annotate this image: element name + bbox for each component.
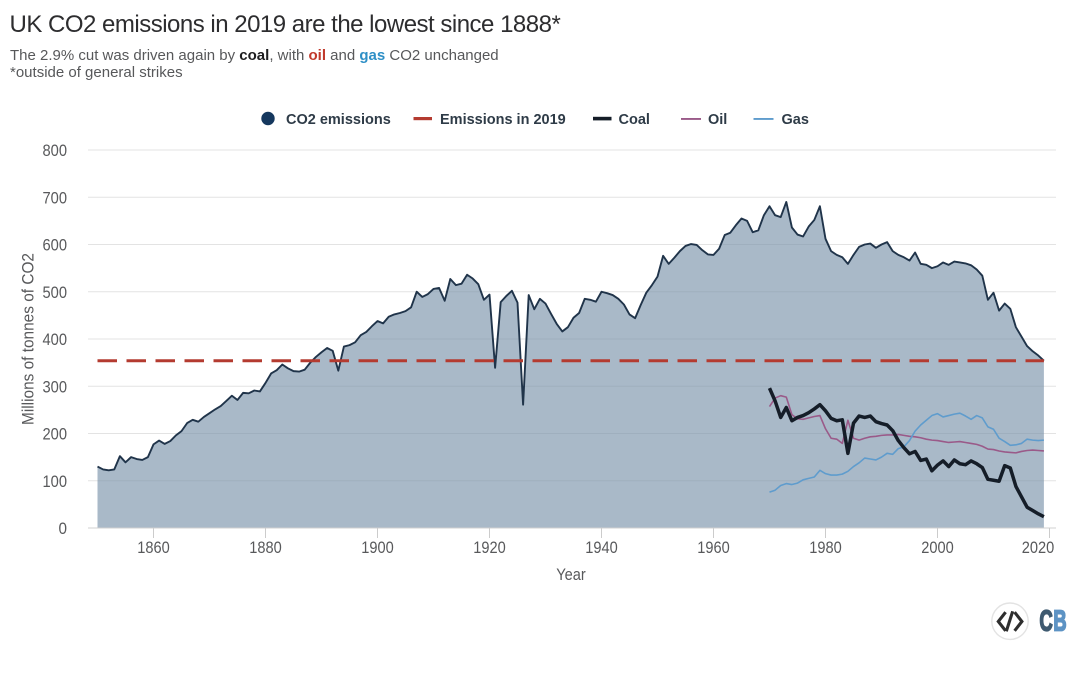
svg-text:B: B bbox=[1053, 606, 1066, 638]
svg-text:200: 200 bbox=[43, 426, 68, 444]
svg-text:300: 300 bbox=[43, 378, 68, 396]
svg-text:100: 100 bbox=[43, 473, 68, 491]
svg-text:Coal: Coal bbox=[619, 112, 650, 128]
svg-text:700: 700 bbox=[43, 189, 68, 207]
svg-text:Gas: Gas bbox=[782, 112, 809, 128]
svg-text:CO2 emissions: CO2 emissions bbox=[286, 112, 391, 128]
svg-text:500: 500 bbox=[43, 284, 68, 302]
svg-text:1960: 1960 bbox=[697, 539, 730, 557]
svg-text:600: 600 bbox=[43, 237, 68, 255]
svg-text:800: 800 bbox=[43, 142, 68, 160]
svg-text:C: C bbox=[1040, 606, 1053, 638]
svg-text:1860: 1860 bbox=[137, 539, 170, 557]
svg-text:Year: Year bbox=[556, 566, 586, 584]
svg-text:2020: 2020 bbox=[1022, 539, 1055, 557]
svg-text:0: 0 bbox=[59, 520, 68, 538]
svg-text:1900: 1900 bbox=[361, 539, 394, 557]
svg-text:1940: 1940 bbox=[585, 539, 618, 557]
svg-text:Millions of tonnes of CO2: Millions of tonnes of CO2 bbox=[20, 253, 38, 425]
svg-text:1980: 1980 bbox=[809, 539, 842, 557]
svg-text:1920: 1920 bbox=[473, 539, 506, 557]
svg-text:Emissions in 2019: Emissions in 2019 bbox=[440, 112, 566, 128]
svg-text:400: 400 bbox=[43, 331, 68, 349]
svg-text:Oil: Oil bbox=[708, 112, 727, 128]
svg-text:2000: 2000 bbox=[921, 539, 954, 557]
svg-text:1880: 1880 bbox=[249, 539, 282, 557]
